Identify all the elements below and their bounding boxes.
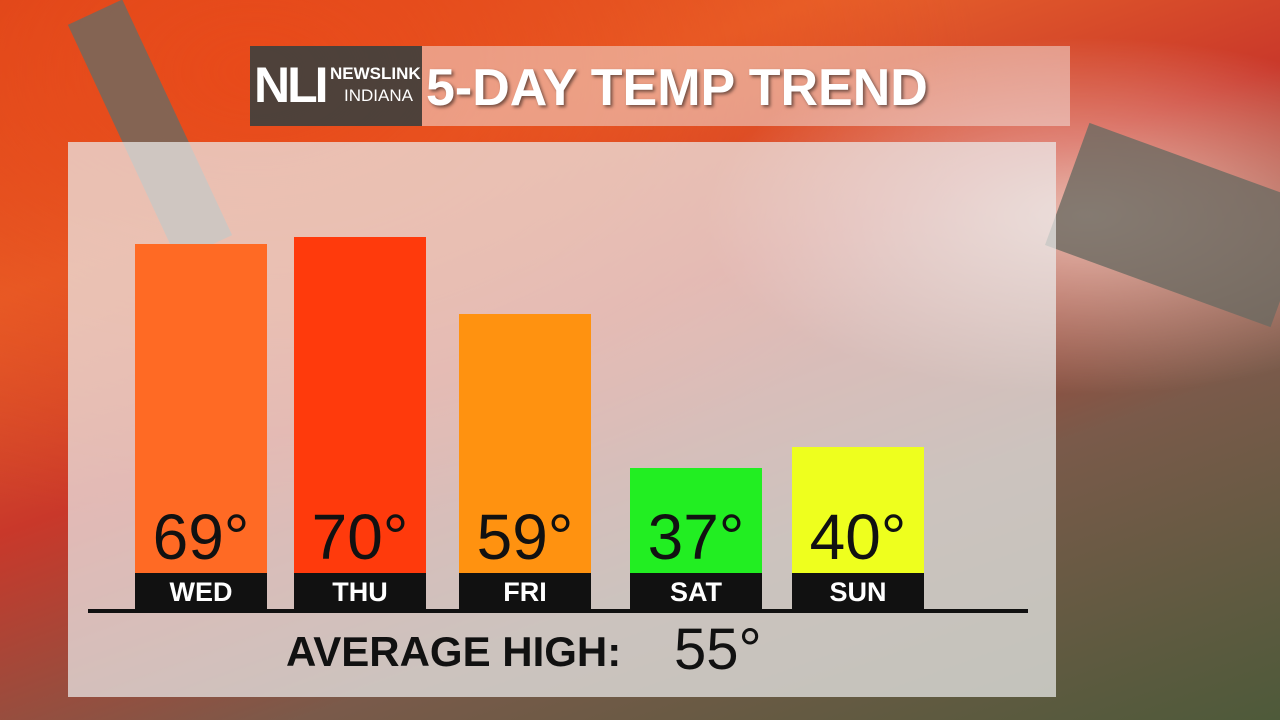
logo-mark: NLI — [254, 57, 329, 113]
bar-sat — [630, 468, 762, 573]
tick-label-day: FRI — [459, 573, 591, 609]
logo: NLI NEWSLINK INDIANA — [250, 46, 422, 126]
tick-label-day: WED — [135, 573, 267, 609]
tree-trunk — [1045, 122, 1280, 328]
chart-title: 5-DAY TEMP TREND — [426, 59, 928, 117]
data-label: 69° — [152, 501, 250, 573]
data-label: 40° — [809, 501, 907, 573]
tick-label-day: THU — [294, 573, 426, 609]
data-label: 37° — [647, 501, 745, 573]
bar-thu — [294, 237, 426, 573]
x-axis-line — [88, 609, 1028, 613]
logo-text-newslink: NEWSLINK — [330, 64, 421, 83]
bar-fri — [459, 314, 591, 573]
average-high-label: AVERAGE HIGH: — [286, 628, 622, 675]
logo-text-indiana: INDIANA — [344, 86, 413, 105]
bar-wed — [135, 244, 267, 573]
data-label: 70° — [311, 501, 409, 573]
tick-label-day: SUN — [792, 573, 924, 609]
tick-label-day: SAT — [630, 573, 762, 609]
average-high-value: 55° — [674, 617, 762, 682]
data-label: 59° — [476, 501, 574, 573]
bar-sun — [792, 447, 924, 573]
